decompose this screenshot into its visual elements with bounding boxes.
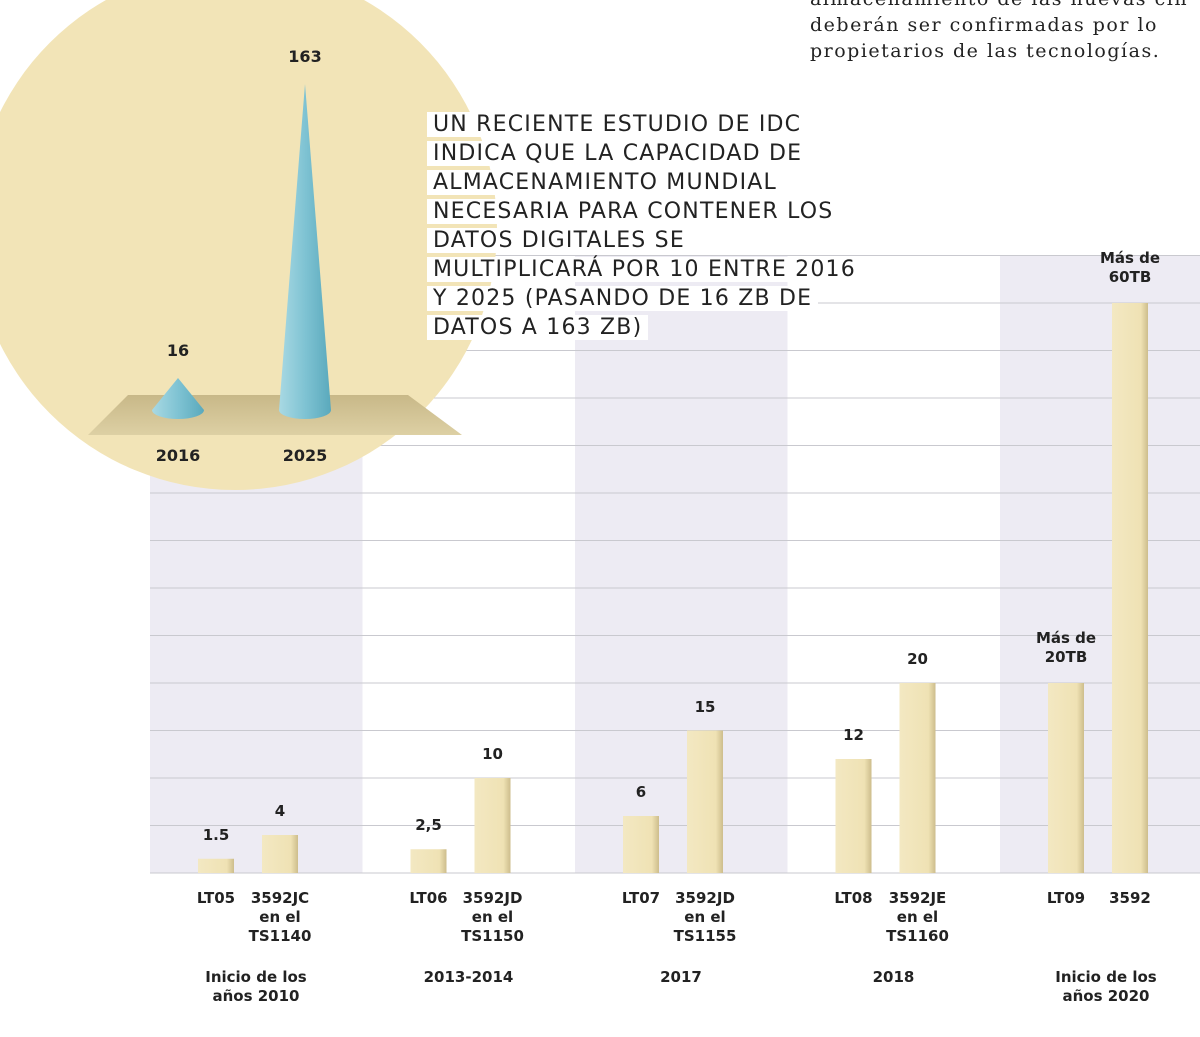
x-tick-label: LT06 xyxy=(409,889,448,907)
group-label: 2018 xyxy=(872,968,915,986)
paragraph: almacenamiento de las nuevas cin deberán … xyxy=(810,0,1200,64)
x-tick-label: 3592 xyxy=(1109,889,1151,907)
bar xyxy=(899,683,936,873)
cone-value-label: 16 xyxy=(167,341,189,360)
x-tick-label: 3592JD en el TS1150 xyxy=(461,889,524,945)
value-label: 12 xyxy=(843,726,864,744)
bar xyxy=(1112,303,1148,873)
bars xyxy=(198,303,1148,873)
x-tick-label: LT09 xyxy=(1046,889,1086,907)
x-tick-label: 3592JE en el TS1160 xyxy=(886,889,949,945)
cone-value-label: 163 xyxy=(288,47,321,66)
value-label: 1.5 xyxy=(202,825,230,844)
value-label: 10 xyxy=(482,745,503,763)
platform xyxy=(88,395,462,435)
band xyxy=(1000,255,1200,873)
bar xyxy=(262,835,298,873)
value-label: Más de 20TB xyxy=(1035,629,1097,666)
group-label: 2017 xyxy=(660,968,702,986)
value-label: Más de 60TB xyxy=(1099,249,1161,286)
cone-category-label: 2016 xyxy=(156,446,201,465)
cone-category-label: 2025 xyxy=(283,446,328,465)
bar xyxy=(835,759,872,873)
callout-text: UN RECIENTE ESTUDIO DE IDC INDICA QUE LA… xyxy=(427,112,862,340)
value-label: 15 xyxy=(694,697,716,716)
paragraph-line: propietarios de las tecnologías. xyxy=(810,40,1161,62)
band xyxy=(575,255,788,873)
bar xyxy=(474,778,511,873)
value-label: 4 xyxy=(274,802,286,820)
x-tick-label: LT08 xyxy=(834,889,873,907)
bar xyxy=(410,849,447,873)
group-label: Inicio de los años 2010 xyxy=(205,968,307,1005)
bar xyxy=(198,858,234,873)
cone xyxy=(279,84,331,419)
value-label: 6 xyxy=(635,783,647,801)
bar xyxy=(1048,683,1084,873)
value-label: 20 xyxy=(907,650,928,668)
x-tick-label: 3592JC en el TS1140 xyxy=(248,889,312,945)
bar xyxy=(687,730,723,873)
paragraph-line: almacenamiento de las nuevas cin xyxy=(810,0,1200,12)
x-tick-label: 3592JD en el TS1155 xyxy=(673,889,737,945)
group-label: 2013-2014 xyxy=(423,968,514,986)
group-label: Inicio de los años 2020 xyxy=(1055,968,1157,1005)
inset-circle xyxy=(0,0,497,490)
x-tick-label: LT07 xyxy=(621,889,661,907)
x-tick-label: LT05 xyxy=(196,889,236,907)
callout: UN RECIENTE ESTUDIO DE IDC INDICA QUE LA… xyxy=(427,110,863,342)
value-label: 2,5 xyxy=(415,816,442,835)
paragraph-line: deberán ser confirmadas por lo xyxy=(810,14,1158,36)
cones: 16 2016 163 2025 xyxy=(152,47,331,465)
bar xyxy=(623,816,659,873)
cone xyxy=(152,378,204,419)
grid xyxy=(150,255,1200,874)
